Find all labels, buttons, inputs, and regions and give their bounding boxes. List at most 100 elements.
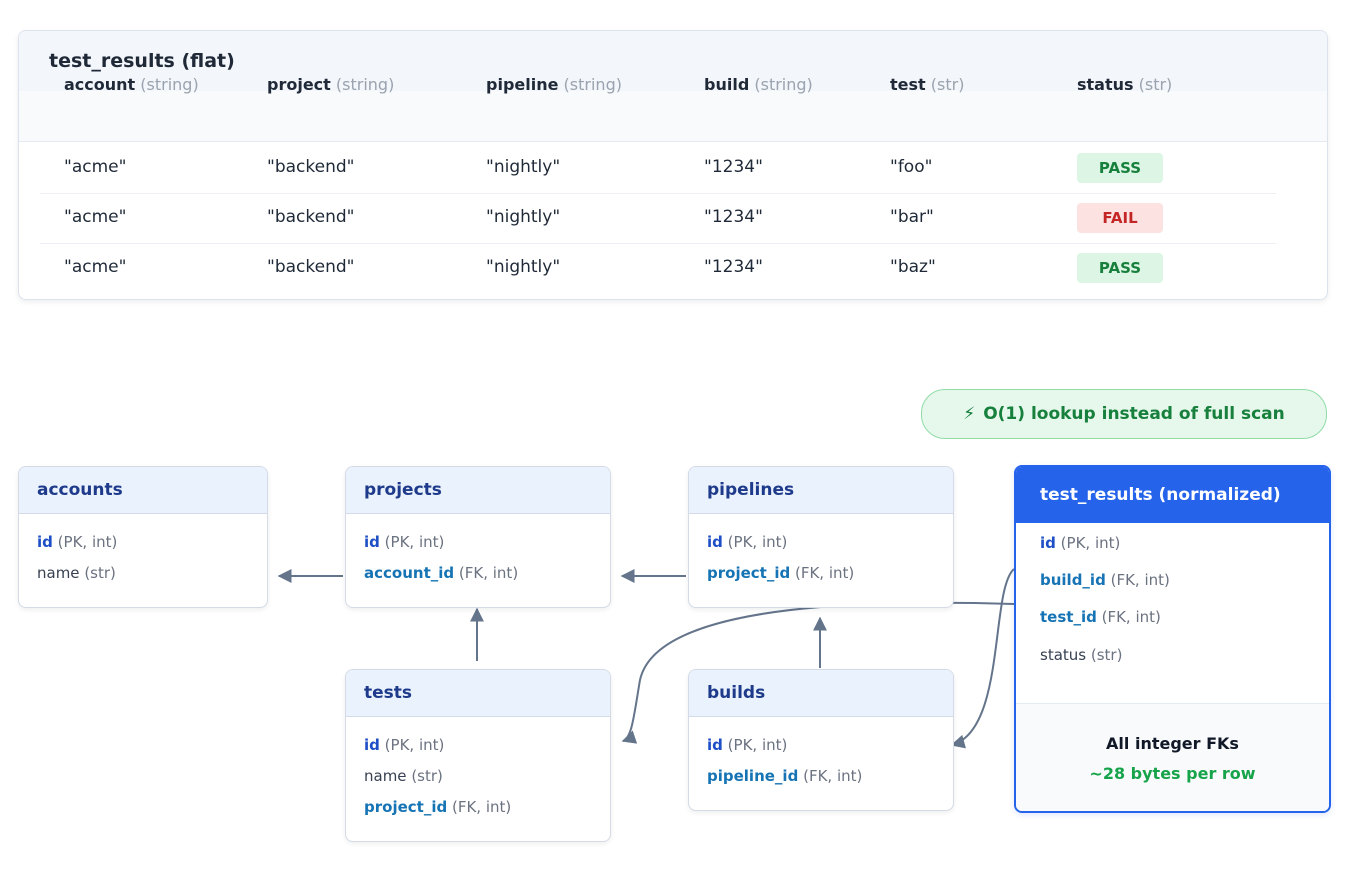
field-meta: (PK, int)	[727, 736, 788, 754]
table-test-results-normalized: test_results (normalized) id (PK, int) b…	[1014, 465, 1331, 813]
field-name: build_id	[1040, 571, 1106, 589]
column-header-project: project (string)	[267, 75, 394, 94]
column-type: (string)	[140, 75, 199, 94]
field-name: pipeline_id	[707, 767, 799, 785]
column-name: pipeline	[486, 75, 559, 94]
field-test-id: test_id (FK, int)	[1040, 608, 1161, 626]
field-id: id (PK, int)	[707, 736, 787, 754]
table-cell-pipeline: "nightly"	[486, 257, 561, 277]
field-project-id: project_id (FK, int)	[364, 798, 511, 816]
field-name: account_id	[364, 564, 455, 582]
lookup-callout: ⚡ O(1) lookup instead of full scan	[921, 389, 1327, 439]
field-build-id: build_id (FK, int)	[1040, 571, 1170, 589]
row-divider	[40, 193, 1276, 194]
table-cell-account: "acme"	[64, 207, 127, 227]
field-meta: (str)	[84, 564, 116, 582]
flat-table-header-bar: test_results (flat)	[19, 31, 1327, 92]
field-meta: (PK, int)	[727, 533, 788, 551]
table-cell-build: "1234"	[704, 257, 763, 277]
field-name: id	[1040, 534, 1056, 552]
table-cell-build: "1234"	[704, 207, 763, 227]
table-title: accounts	[19, 467, 267, 514]
field-meta: (FK, int)	[794, 564, 855, 582]
field-meta: (PK, int)	[57, 533, 118, 551]
field-id: id (PK, int)	[364, 736, 444, 754]
table-title: pipelines	[689, 467, 953, 514]
field-meta: (FK, int)	[1101, 608, 1161, 626]
table-cell-test: "foo"	[890, 157, 933, 177]
flat-table-column-header-row	[19, 91, 1327, 142]
column-type: (str)	[1138, 75, 1173, 94]
table-title: test_results (normalized)	[1016, 467, 1329, 523]
column-header-pipeline: pipeline (string)	[486, 75, 622, 94]
table-pipelines: pipelines id (PK, int) project_id (FK, i…	[688, 466, 954, 608]
table-title: tests	[346, 670, 610, 717]
field-name: id	[37, 533, 53, 551]
field-name: project_id	[707, 564, 791, 582]
status-badge-fail: FAIL	[1077, 203, 1163, 233]
field-name: name	[364, 767, 407, 785]
normalized-summary-footer: All integer FKs ~28 bytes per row	[1016, 703, 1329, 811]
table-cell-test: "baz"	[890, 257, 936, 277]
column-header-status: status (str)	[1077, 75, 1172, 94]
column-header-build: build (string)	[704, 75, 813, 94]
table-cell-project: "backend"	[267, 157, 355, 177]
field-meta: (str)	[411, 767, 443, 785]
column-header-account: account (string)	[64, 75, 199, 94]
flat-table-title: test_results (flat)	[49, 50, 235, 72]
field-name: project_id	[364, 798, 448, 816]
summary-bytes-per-row: ~28 bytes per row	[1089, 764, 1256, 783]
table-accounts: accounts id (PK, int) name (str)	[18, 466, 268, 608]
field-id: id (PK, int)	[364, 533, 444, 551]
field-name-row: name (str)	[364, 767, 443, 785]
field-meta: (PK, int)	[384, 736, 445, 754]
field-id: id (PK, int)	[37, 533, 117, 551]
field-id: id (PK, int)	[707, 533, 787, 551]
field-name: id	[364, 533, 380, 551]
table-builds: builds id (PK, int) pipeline_id (FK, int…	[688, 669, 954, 811]
field-project-id: project_id (FK, int)	[707, 564, 854, 582]
field-name: id	[364, 736, 380, 754]
field-status: status (str)	[1040, 646, 1122, 664]
table-cell-project: "backend"	[267, 257, 355, 277]
field-name: id	[707, 736, 723, 754]
field-meta: (FK, int)	[1110, 571, 1170, 589]
table-cell-pipeline: "nightly"	[486, 157, 561, 177]
lookup-callout-text: O(1) lookup instead of full scan	[983, 404, 1285, 424]
table-cell-build: "1234"	[704, 157, 763, 177]
column-name: account	[64, 75, 136, 94]
field-account-id: account_id (FK, int)	[364, 564, 518, 582]
field-name: status	[1040, 646, 1087, 664]
table-title: projects	[346, 467, 610, 514]
table-cell-account: "acme"	[64, 257, 127, 277]
table-cell-pipeline: "nightly"	[486, 207, 561, 227]
field-meta: (str)	[1090, 646, 1123, 664]
field-pipeline-id: pipeline_id (FK, int)	[707, 767, 862, 785]
column-type: (string)	[754, 75, 813, 94]
field-id: id (PK, int)	[1040, 534, 1120, 552]
arrow-results-to-builds	[950, 568, 1015, 749]
table-projects: projects id (PK, int) account_id (FK, in…	[345, 466, 611, 608]
field-meta: (PK, int)	[1060, 534, 1121, 552]
table-tests: tests id (PK, int) name (str) project_id…	[345, 669, 611, 842]
field-meta: (FK, int)	[451, 798, 512, 816]
status-badge-pass: PASS	[1077, 153, 1163, 183]
field-meta: (PK, int)	[384, 533, 445, 551]
table-cell-project: "backend"	[267, 207, 355, 227]
column-name: status	[1077, 75, 1134, 94]
column-type: (str)	[930, 75, 965, 94]
column-type: (string)	[563, 75, 622, 94]
table-title: builds	[689, 670, 953, 717]
column-name: test	[890, 75, 926, 94]
column-type: (string)	[335, 75, 395, 94]
field-name: test_id	[1040, 608, 1097, 626]
table-cell-account: "acme"	[64, 157, 127, 177]
field-meta: (FK, int)	[803, 767, 863, 785]
row-divider	[40, 243, 1276, 244]
status-badge-pass: PASS	[1077, 253, 1163, 283]
field-name-row: name (str)	[37, 564, 116, 582]
column-name: build	[704, 75, 750, 94]
table-cell-test: "bar"	[890, 207, 934, 227]
field-name: name	[37, 564, 80, 582]
summary-title: All integer FKs	[1106, 734, 1239, 753]
